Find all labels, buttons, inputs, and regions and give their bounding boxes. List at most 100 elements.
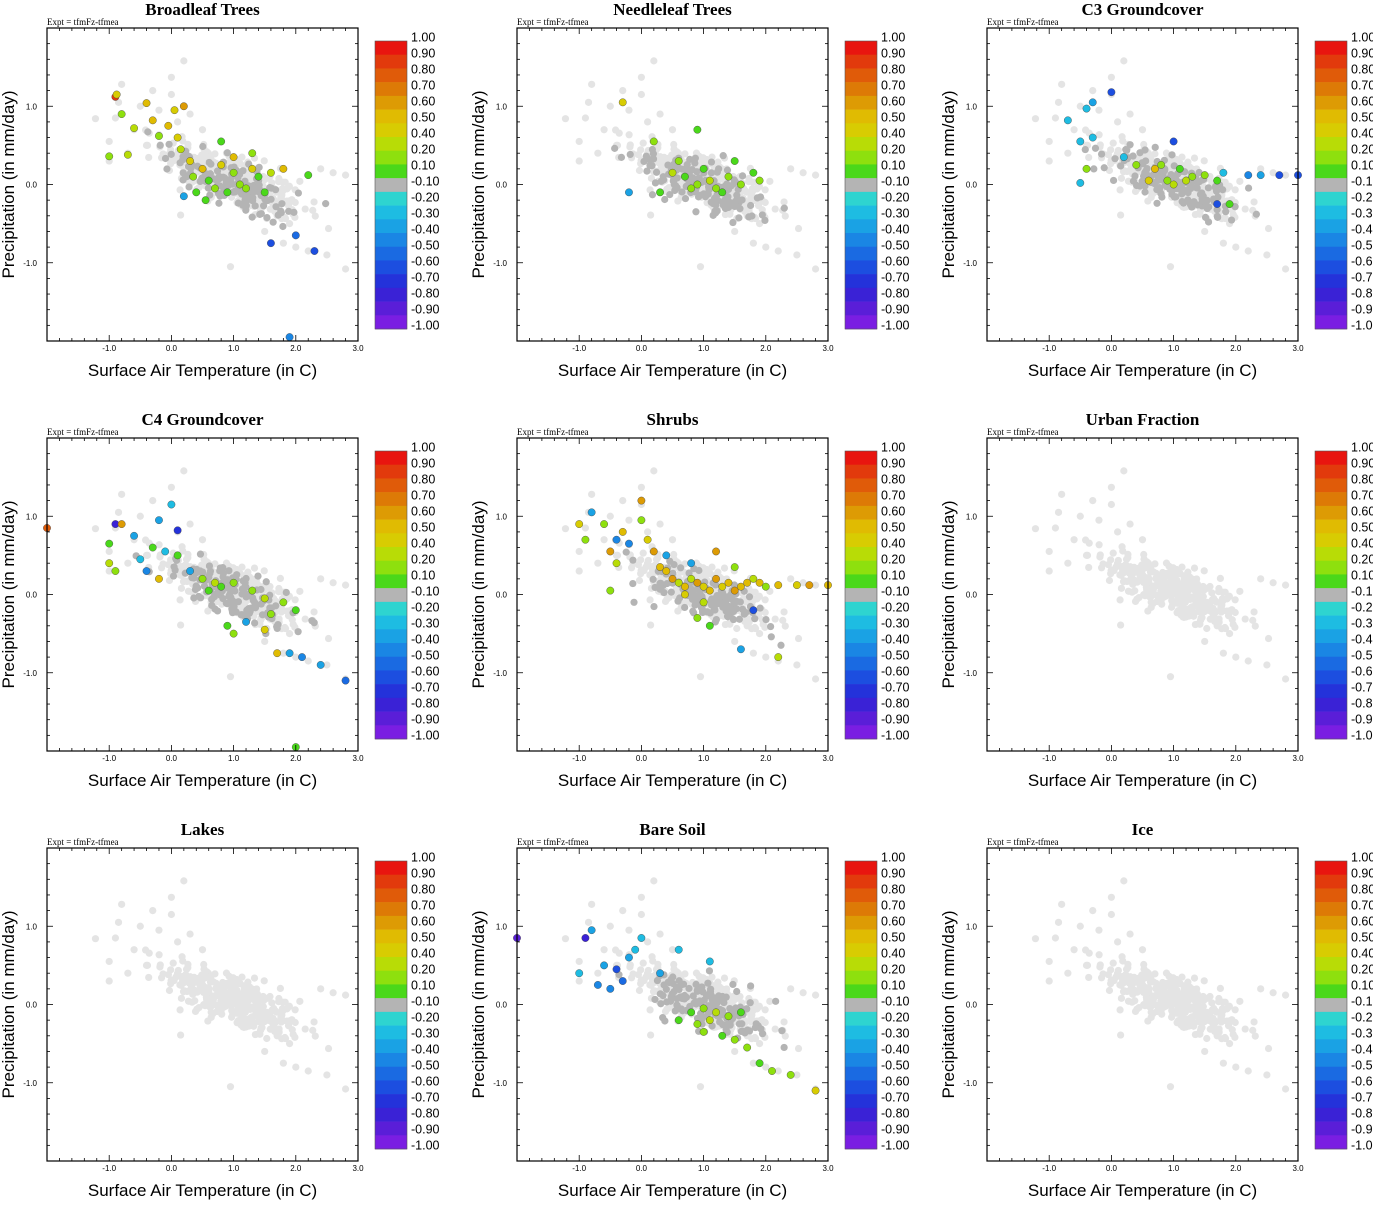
data-point xyxy=(607,548,614,555)
data-point xyxy=(249,150,256,157)
background-point xyxy=(310,1018,317,1025)
colorbar-label: -0.20 xyxy=(1351,601,1373,615)
background-point xyxy=(270,1021,277,1028)
colorbar-segment xyxy=(845,478,877,492)
background-point xyxy=(1184,569,1191,576)
background-point xyxy=(168,91,175,98)
neutral-point xyxy=(254,572,261,579)
colorbar-segment xyxy=(845,206,877,220)
background-point xyxy=(585,99,592,106)
x-tick-label: -1.0 xyxy=(102,1164,116,1173)
background-point xyxy=(795,635,802,642)
neutral-point xyxy=(1111,155,1118,162)
neutral-point xyxy=(219,595,226,602)
data-point xyxy=(1213,200,1220,207)
background-point xyxy=(286,220,293,227)
background-point xyxy=(616,950,623,957)
neutral-point xyxy=(241,584,248,591)
background-point xyxy=(812,265,819,272)
background-point xyxy=(762,654,769,661)
background-point xyxy=(1158,601,1165,608)
experiment-label: Expt = tfmFz-tfmea xyxy=(987,427,1059,437)
neutral-point xyxy=(224,149,231,156)
data-point xyxy=(130,532,137,539)
data-point xyxy=(725,173,732,180)
background-point xyxy=(1089,497,1096,504)
chart-title: C3 Groundcover xyxy=(1082,0,1204,19)
background-point xyxy=(645,557,652,564)
neutral-point xyxy=(1156,185,1163,192)
data-point xyxy=(224,189,231,196)
colorbar-label: -0.50 xyxy=(411,239,440,253)
background-point xyxy=(1046,138,1053,145)
background-point xyxy=(1223,595,1230,602)
background-point xyxy=(191,997,198,1004)
background-point xyxy=(699,154,706,161)
neutral-point xyxy=(270,219,277,226)
neutral-point xyxy=(1178,190,1185,197)
background-point xyxy=(112,114,119,121)
x-tick-label: 2.0 xyxy=(760,754,772,763)
neutral-point xyxy=(693,168,700,175)
background-point xyxy=(199,151,206,158)
data-point xyxy=(700,165,707,172)
colorbar-label: -0.70 xyxy=(1351,681,1373,695)
neutral-point xyxy=(144,128,151,135)
colorbar-segment xyxy=(375,984,407,998)
colorbar-label: 0.90 xyxy=(881,457,905,471)
neutral-point xyxy=(722,205,729,212)
background-point xyxy=(92,525,99,532)
neutral-point xyxy=(1214,194,1221,201)
background-point xyxy=(731,638,738,645)
experiment-label: Expt = tfmFz-tfmea xyxy=(987,17,1059,27)
data-point xyxy=(1108,88,1115,95)
plot-area xyxy=(1032,467,1289,682)
background-point xyxy=(177,1031,184,1038)
background-point xyxy=(1148,599,1155,606)
neutral-point xyxy=(708,158,715,165)
background-point xyxy=(588,81,595,88)
background-point xyxy=(215,992,222,999)
colorbar-label: 0.70 xyxy=(1351,489,1373,503)
colorbar-segment xyxy=(845,451,877,465)
y-tick-label: -1.0 xyxy=(493,259,507,268)
background-point xyxy=(650,57,657,64)
data-point xyxy=(180,193,187,200)
background-point xyxy=(280,240,287,247)
neutral-point xyxy=(736,205,743,212)
background-point xyxy=(1220,240,1227,247)
background-point xyxy=(229,974,236,981)
neutral-point xyxy=(190,594,197,601)
colorbar-segment xyxy=(1315,68,1347,82)
background-point xyxy=(178,585,185,592)
neutral-point xyxy=(611,145,618,152)
background-point xyxy=(252,999,259,1006)
y-tick-label: -1.0 xyxy=(493,669,507,678)
background-point xyxy=(227,263,234,270)
colorbar-label: -1.00 xyxy=(881,729,910,743)
colorbar-label: -0.40 xyxy=(1351,223,1373,237)
background-point xyxy=(1178,564,1185,571)
background-point xyxy=(1126,520,1133,527)
data-point xyxy=(793,581,800,588)
neutral-point xyxy=(630,599,637,606)
data-point xyxy=(267,610,274,617)
background-point xyxy=(1058,491,1065,498)
neutral-point xyxy=(1245,184,1252,191)
colorbar-segment xyxy=(845,616,877,630)
colorbar-segment xyxy=(375,930,407,944)
background-point xyxy=(750,650,757,657)
background-point xyxy=(186,110,193,117)
colorbar-segment xyxy=(375,82,407,96)
background-point xyxy=(137,923,144,930)
background-point xyxy=(1118,585,1125,592)
colorbar-label: -0.90 xyxy=(411,1123,440,1137)
background-point xyxy=(212,985,219,992)
background-point xyxy=(650,467,657,474)
x-tick-label: -1.0 xyxy=(1042,754,1056,763)
background-point xyxy=(708,564,715,571)
background-point xyxy=(296,178,303,185)
data-point xyxy=(694,126,701,133)
neutral-point xyxy=(233,571,240,578)
